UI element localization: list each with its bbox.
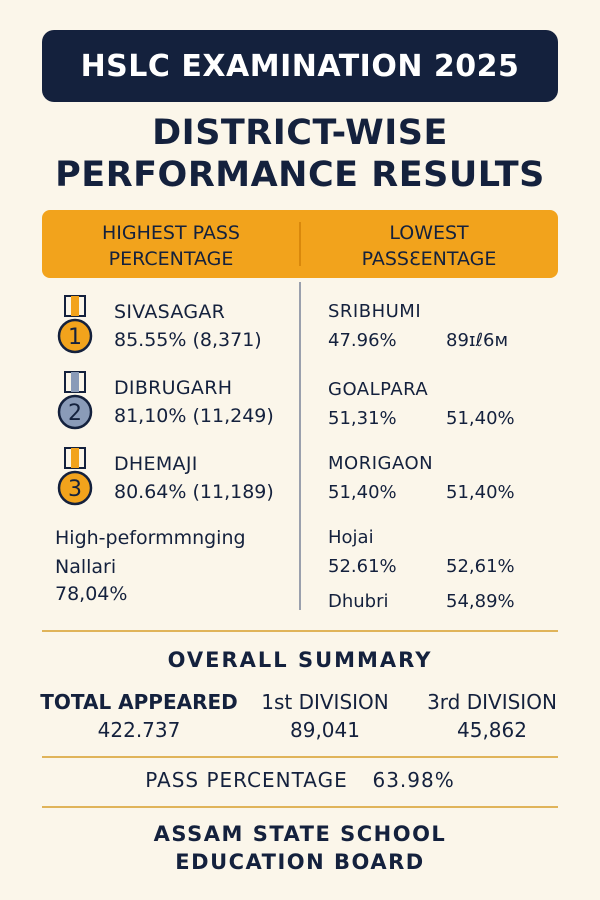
lowest-column-header: LOWEST PASSƐENTAGE xyxy=(300,220,558,272)
district-name: DHEMAJI xyxy=(114,453,198,475)
third-division-value: 45,862 xyxy=(457,718,527,742)
first-division-label: 1st DIVISION xyxy=(261,690,389,714)
lowest-district-3: MORIGAON xyxy=(328,453,434,474)
exam-banner: HSLC EXAMINATION 2025 xyxy=(42,30,558,102)
highest-column-header: HIGHEST PASS PERCENTAGE xyxy=(42,220,300,272)
first-division-stat: 1st DIVISION 89,041 xyxy=(245,688,405,744)
medal-rank-3: 3 xyxy=(68,477,82,502)
lowest-district-4: Hojai xyxy=(328,527,374,548)
bronze-medal-icon: 3 xyxy=(57,447,93,506)
lowest-value-1b: 89ɪℓ6ᴍ xyxy=(446,330,509,351)
district-name: DIBRUGARH xyxy=(114,377,233,399)
high-performing-label: High-peformmnging xyxy=(55,527,246,549)
lowest-value-1a: 47.96% xyxy=(328,330,397,351)
summary-title: OVERALL SUMMARY xyxy=(167,648,433,672)
board-name: ASSAM STATE SCHOOL EDUCATION BOARD xyxy=(0,820,600,876)
third-division-label: 3rd DIVISION xyxy=(427,690,557,714)
board-name-line1: ASSAM STATE SCHOOL xyxy=(153,822,447,846)
lowest-value-3a: 51,40% xyxy=(328,482,397,503)
district-stat: 81,10% (11,249) xyxy=(114,405,274,427)
highest-header-line2: PERCENTAGE xyxy=(108,248,234,270)
banner-title: HSLC EXAMINATION 2025 xyxy=(80,48,520,84)
total-appeared-stat: TOTAL APPEARED 422.737 xyxy=(34,688,244,744)
pass-percentage: PASS PERCENTAGE 63.98% xyxy=(0,768,600,792)
highest-entry-3: DHEMAJI 80.64% (11,189) xyxy=(114,450,274,506)
high-performing-value: 78,04% xyxy=(55,583,128,605)
third-division-stat: 3rd DIVISION 45,862 xyxy=(408,688,576,744)
gold-medal-icon: 1 xyxy=(57,295,93,354)
medal-rank-1: 1 xyxy=(68,325,82,350)
lowest-value-3b: 51,40% xyxy=(446,482,515,503)
silver-medal-icon: 2 xyxy=(57,371,93,430)
highest-header-line1: HIGHEST PASS xyxy=(102,222,240,244)
section-divider xyxy=(42,806,558,808)
pass-percentage-value: 63.98% xyxy=(372,768,455,792)
lowest-header-line2: PASSƐENTAGE xyxy=(361,248,497,270)
lowest-value-4b: 52,61% xyxy=(446,556,515,577)
high-performing-district: Nallari xyxy=(55,556,117,578)
pass-percentage-label: PASS PERCENTAGE xyxy=(145,768,348,792)
district-stat: 80.64% (11,189) xyxy=(114,481,274,503)
medal-rank-2: 2 xyxy=(68,401,82,426)
page-title-line2: PERFORMANCE RESULTS xyxy=(55,155,545,195)
total-appeared-label: TOTAL APPEARED xyxy=(40,690,238,714)
highest-entry-1: SIVASAGAR 85.55% (8,371) xyxy=(114,298,262,354)
section-divider xyxy=(42,756,558,758)
first-division-value: 89,041 xyxy=(290,718,360,742)
lowest-district-5: Dhubri xyxy=(328,591,389,612)
lowest-district-1: SRIBHUMI xyxy=(328,301,422,322)
lowest-value-2a: 51,31% xyxy=(328,408,397,429)
lowest-value-5b: 54,89% xyxy=(446,591,515,612)
page-title-line1: DISTRICT-WISE xyxy=(152,113,448,153)
board-name-line2: EDUCATION BOARD xyxy=(175,850,425,874)
lowest-value-2b: 51,40% xyxy=(446,408,515,429)
section-divider xyxy=(42,630,558,632)
page-title: DISTRICT-WISE PERFORMANCE RESULTS xyxy=(0,112,600,196)
lowest-district-2: GOALPARA xyxy=(328,379,429,400)
column-header-bar: HIGHEST PASS PERCENTAGE LOWEST PASSƐENTA… xyxy=(42,210,558,278)
column-divider xyxy=(299,282,301,610)
highest-entry-2: DIBRUGARH 81,10% (11,249) xyxy=(114,374,274,430)
header-divider xyxy=(299,222,301,266)
total-appeared-value: 422.737 xyxy=(97,718,181,742)
district-name: SIVASAGAR xyxy=(114,301,226,323)
lowest-value-4a: 52.61% xyxy=(328,556,397,577)
lowest-header-line1: LOWEST xyxy=(389,222,469,244)
district-stat: 85.55% (8,371) xyxy=(114,329,262,351)
